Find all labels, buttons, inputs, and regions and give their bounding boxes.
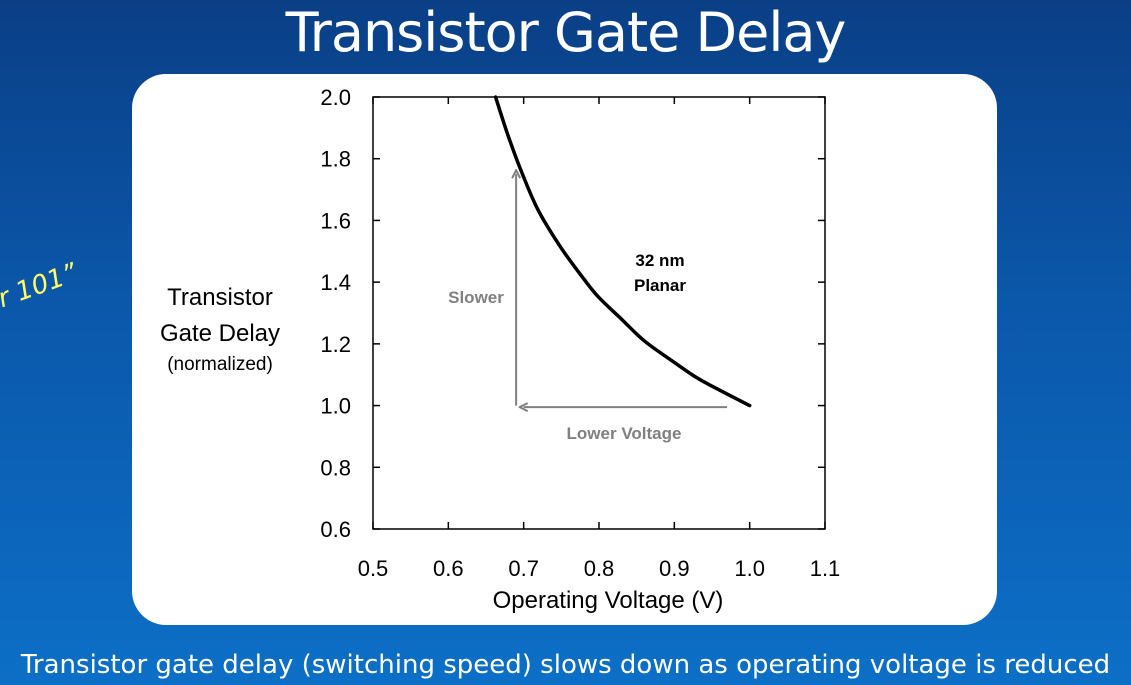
x-tick-label: 0.9 — [659, 556, 690, 581]
slide-footer: Transistor gate delay (switching speed) … — [20, 650, 1111, 680]
y-axis-label: Transistor Gate Delay (normalized) — [145, 280, 295, 378]
slide-title: Transistor Gate Delay — [285, 1, 847, 64]
y-axis-title: Transistor Gate Delay — [159, 284, 281, 347]
y-tick-label: 0.8 — [320, 455, 351, 480]
plot-frame — [372, 96, 826, 530]
series-label-line2: Planar — [634, 276, 686, 295]
y-tick-label: 1.2 — [320, 332, 351, 357]
x-tick-label: 1.1 — [810, 556, 841, 581]
series-line-32nm-planar — [493, 95, 752, 408]
y-tick-label: 2.0 — [320, 85, 351, 110]
chart-card — [132, 74, 997, 625]
tick-marks — [372, 96, 826, 530]
lower-voltage-label: Lower Voltage — [567, 424, 682, 443]
y-axis-subtitle: (normalized) — [167, 354, 273, 375]
x-tick-label: 1.0 — [734, 556, 765, 581]
x-tick-label: 0.7 — [508, 556, 539, 581]
tick-labels: 0.6 0.8 1.0 1.2 1.4 1.6 1.8 2.0 0.5 0.6 0.7 0.8 0.9 1… — [320, 85, 840, 581]
y-tick-label: 0.6 — [320, 517, 351, 542]
y-tick-label: 1.6 — [320, 208, 351, 233]
y-tick-label: 1.0 — [320, 394, 351, 419]
x-axis-title: Operating Voltage (V) — [493, 587, 724, 614]
series-label-line1: 32 nm — [635, 251, 684, 270]
slower-label: Slower — [448, 288, 504, 307]
y-tick-label: 1.4 — [320, 270, 351, 295]
x-tick-label: 0.8 — [584, 556, 615, 581]
x-tick-label: 0.5 — [358, 556, 389, 581]
x-tick-label: 0.6 — [433, 556, 464, 581]
y-tick-label: 1.8 — [320, 147, 351, 172]
